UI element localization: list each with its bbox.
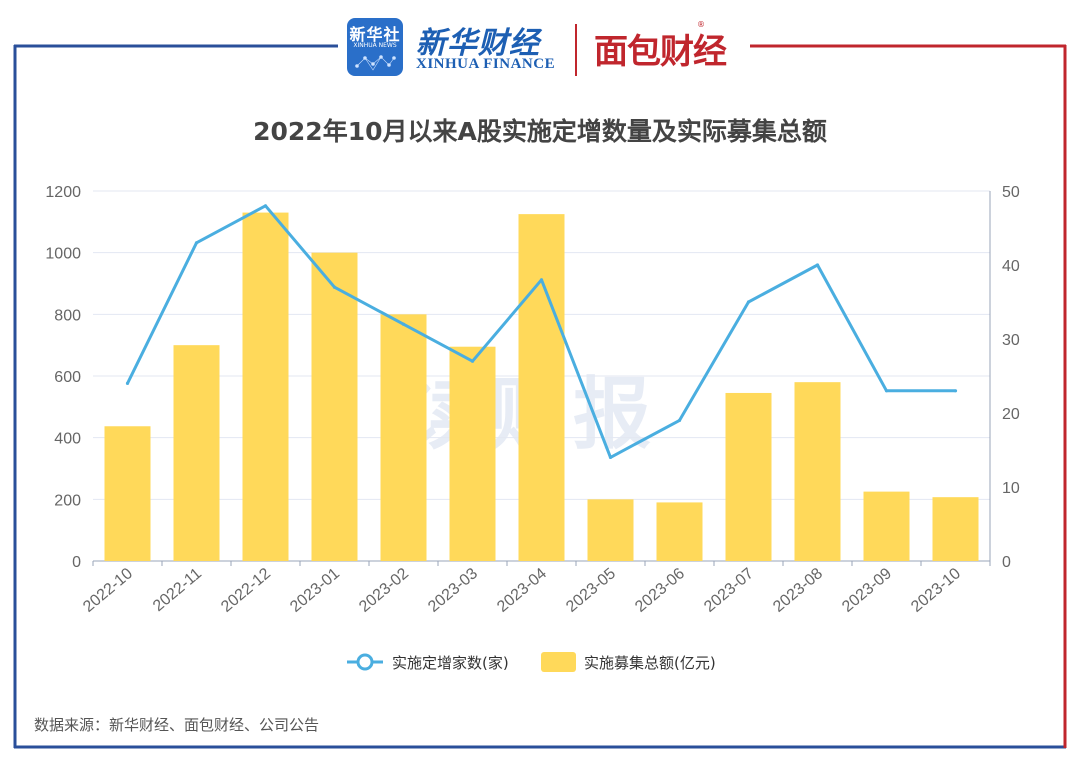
line-point — [539, 278, 544, 282]
y-left-tick-label: 600 — [54, 369, 81, 386]
bar — [449, 346, 496, 561]
bar — [242, 212, 289, 562]
bar — [863, 491, 910, 561]
x-tick-label: 2023-04 — [494, 565, 550, 616]
x-tick-label: 2023-01 — [287, 565, 343, 616]
legend-line-marker-icon — [356, 653, 374, 671]
x-tick-label: 2023-09 — [839, 565, 895, 616]
bar — [311, 252, 358, 561]
xinhua-finance-english: XINHUA FINANCE — [416, 56, 556, 72]
x-tick-label: 2023-10 — [908, 565, 964, 616]
x-tick-label: 2023-08 — [770, 565, 826, 616]
line-point — [953, 389, 958, 393]
xinhua-badge-title: 新华社 — [349, 25, 401, 44]
y-right-tick-label: 20 — [1002, 406, 1020, 423]
line-point — [884, 389, 889, 393]
line-point — [470, 359, 475, 363]
y-right-tick-label: 50 — [1002, 184, 1020, 201]
registered-mark-icon: ® — [697, 20, 705, 29]
xinhua-news-badge: 新华社 XINHUA NEWS — [347, 18, 403, 76]
y-right-tick-label: 30 — [1002, 332, 1020, 349]
x-tick-label: 2023-05 — [563, 565, 619, 616]
legend-label-bar: 实施募集总额(亿元) — [584, 654, 716, 672]
legend-bar-icon — [541, 652, 576, 672]
header-divider — [575, 24, 577, 76]
bar — [518, 214, 565, 561]
x-tick-label: 2022-11 — [150, 565, 205, 615]
x-tick-label: 2023-03 — [425, 565, 481, 616]
line-point — [194, 241, 199, 245]
chart-title: 2022年10月以来A股实施定增数量及实际募集总额 — [253, 117, 827, 146]
xinhua-finance-logo: 新华财经 — [416, 26, 540, 61]
line-point — [746, 300, 751, 304]
y-left-tick-label: 800 — [54, 307, 81, 324]
x-tick-label: 2023-02 — [356, 565, 412, 616]
x-tick-label: 2023-06 — [632, 565, 688, 616]
y-left-tick-label: 1000 — [45, 246, 81, 263]
mianbao-finance-logo: 面包财经 — [594, 32, 727, 72]
x-tick-label: 2022-10 — [80, 565, 136, 616]
y-left-tick-label: 1200 — [45, 184, 81, 201]
line-point — [125, 381, 130, 385]
y-right-tick-label: 40 — [1002, 258, 1020, 275]
xinhua-badge-subtitle: XINHUA NEWS — [353, 42, 397, 49]
bar — [656, 502, 703, 561]
x-tick-label: 2023-07 — [701, 565, 757, 616]
bar — [932, 497, 979, 561]
line-point — [677, 418, 682, 422]
x-tick-label: 2022-12 — [218, 565, 274, 616]
network-dots-icon — [355, 55, 396, 71]
y-left-tick-label: 0 — [72, 554, 81, 571]
bar — [173, 345, 220, 561]
line-point — [263, 204, 268, 208]
y-left-tick-label: 400 — [54, 431, 81, 448]
bar — [725, 392, 772, 561]
bar — [794, 382, 841, 561]
line-point — [332, 285, 337, 289]
header: 新华社 XINHUA NEWS 新华财经 XINHUA FINANCE 面包财经… — [0, 8, 1080, 76]
y-left-tick-label: 200 — [54, 492, 81, 509]
bar — [380, 314, 427, 561]
line-point — [401, 322, 406, 326]
legend-label-line: 实施定增家数(家) — [392, 654, 509, 672]
y-right-tick-label: 10 — [1002, 480, 1020, 497]
source-note: 数据来源：新华财经、面包财经、公司公告 — [34, 716, 320, 734]
bar — [104, 426, 151, 561]
y-right-tick-label: 0 — [1002, 554, 1011, 571]
line-point — [608, 455, 613, 459]
bar — [587, 499, 634, 561]
line-point — [815, 263, 820, 267]
